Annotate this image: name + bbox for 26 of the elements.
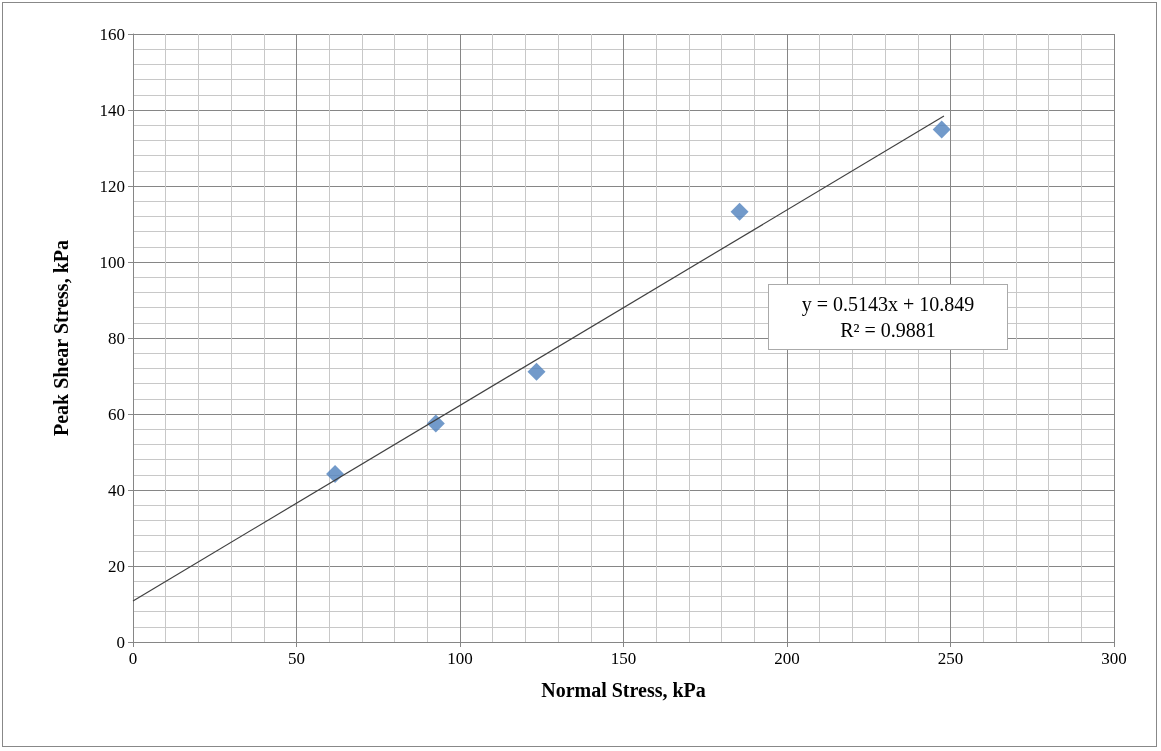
point xyxy=(932,120,951,139)
annotation: R² = 0.9881 xyxy=(839,318,937,343)
text-box: y = 0.5143x + 10.849 R² = 0.9881 xyxy=(768,284,1008,350)
y-tick-label: 100 xyxy=(99,252,125,272)
x-tick-label: 150 xyxy=(610,649,637,668)
point xyxy=(730,202,749,221)
point xyxy=(527,362,546,381)
x-tick-label: 100 xyxy=(447,649,473,668)
x-tick-label: 300 xyxy=(1101,649,1127,668)
y-tick-label: 40 xyxy=(108,480,125,500)
y-tick-label: 0 xyxy=(116,632,125,652)
x-tick-label: 200 xyxy=(774,649,800,668)
annotation: y = 0.5143x + 10.849 xyxy=(800,292,976,317)
y-tick-label: 20 xyxy=(108,556,125,576)
y-axis-title: Peak Shear Stress, kPa xyxy=(50,240,72,436)
y-tick-label: 60 xyxy=(108,404,125,424)
y-tick-label: 80 xyxy=(108,328,125,348)
point xyxy=(426,414,445,433)
x-tick-label: 50 xyxy=(288,649,305,668)
y-tick-label: 120 xyxy=(99,176,125,196)
y-tick-label: 140 xyxy=(99,100,125,120)
x-axis-title: Normal Stress, kPa xyxy=(541,679,706,701)
y-tick-label: 160 xyxy=(99,24,125,44)
x-tick-label: 0 xyxy=(128,649,138,668)
x-tick-label: 250 xyxy=(937,649,964,668)
point xyxy=(326,465,345,484)
